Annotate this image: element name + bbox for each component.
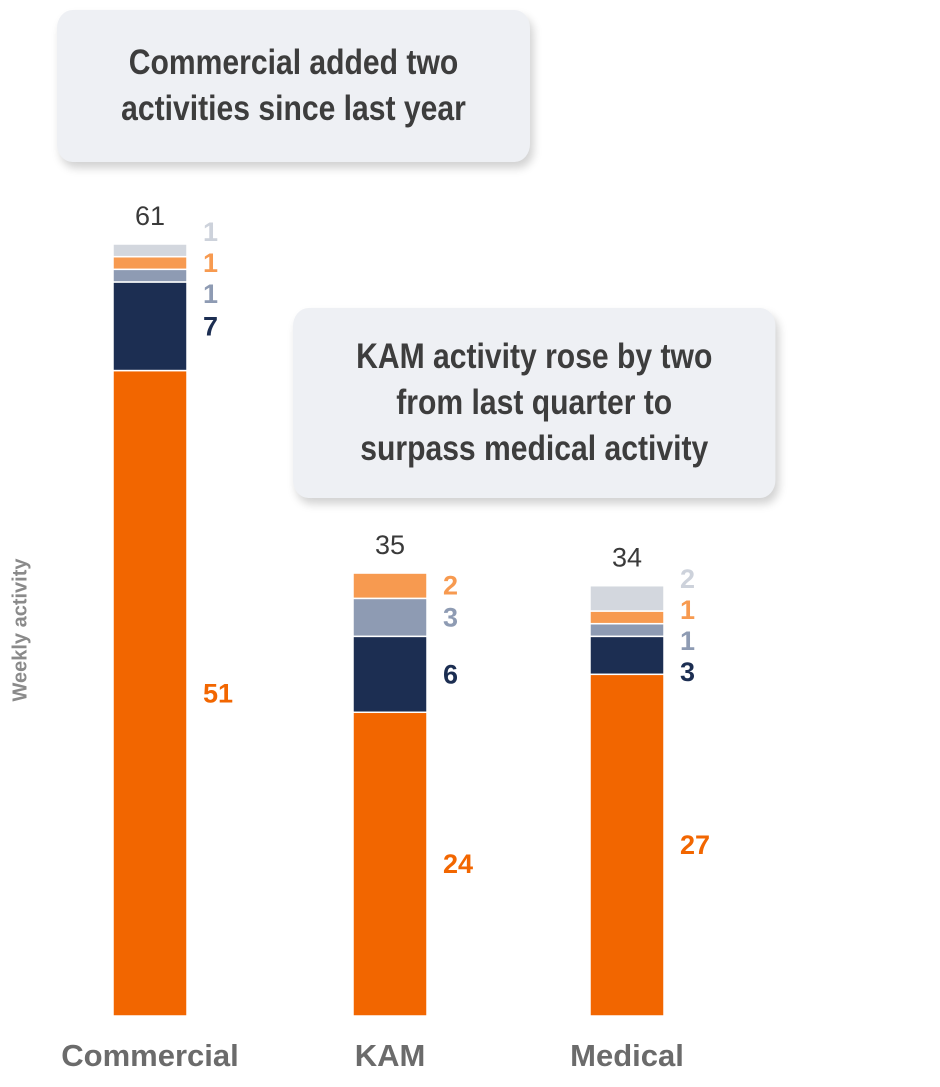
annotation-line: activities since last year — [121, 89, 466, 128]
annotation-line: KAM activity rose by two — [356, 337, 713, 376]
value-label: 1 — [680, 626, 695, 656]
annotation-line: from last quarter to — [396, 383, 673, 422]
annotation-kam: KAM activity rose by two from last quart… — [293, 308, 776, 498]
bar-segment — [112, 369, 188, 1017]
category-label: Commercial — [61, 1038, 238, 1073]
bar-segment — [589, 635, 665, 676]
value-label: 24 — [443, 849, 473, 879]
bar-segment — [352, 711, 428, 1017]
value-label: 1 — [203, 248, 218, 278]
y-axis-label: Weekly activity — [9, 558, 32, 702]
bar-segment — [112, 281, 188, 372]
value-label: 3 — [680, 657, 695, 687]
annotation-line: Commercial added two — [128, 43, 459, 82]
value-label: 3 — [443, 602, 458, 632]
bar-segment — [112, 268, 188, 283]
value-label: 6 — [443, 659, 458, 689]
value-label: 1 — [203, 279, 218, 309]
total-label: 34 — [612, 543, 642, 573]
value-label: 7 — [203, 311, 218, 341]
value-label: 51 — [203, 678, 233, 708]
bar-segment — [589, 610, 665, 625]
value-label: 2 — [443, 571, 458, 601]
bar-segment — [589, 673, 665, 1017]
bar-segment — [589, 584, 665, 612]
bar-segment — [352, 635, 428, 714]
value-label: 2 — [680, 564, 695, 594]
annotation-line: surpass medical activity — [360, 429, 709, 468]
total-label: 61 — [135, 201, 165, 231]
total-label: 35 — [375, 530, 405, 560]
annotation-commercial: Commercial added two activities since la… — [57, 10, 530, 162]
category-label: KAM — [355, 1038, 426, 1073]
bar-segment — [112, 243, 188, 258]
value-label: 1 — [203, 217, 218, 247]
bar-segment — [352, 572, 428, 600]
bar-segment — [589, 622, 665, 638]
bar-segment — [352, 597, 428, 638]
category-label: Medical — [570, 1038, 684, 1073]
value-label: 27 — [680, 830, 710, 860]
value-label: 1 — [680, 595, 695, 625]
bar-segment — [112, 255, 188, 271]
